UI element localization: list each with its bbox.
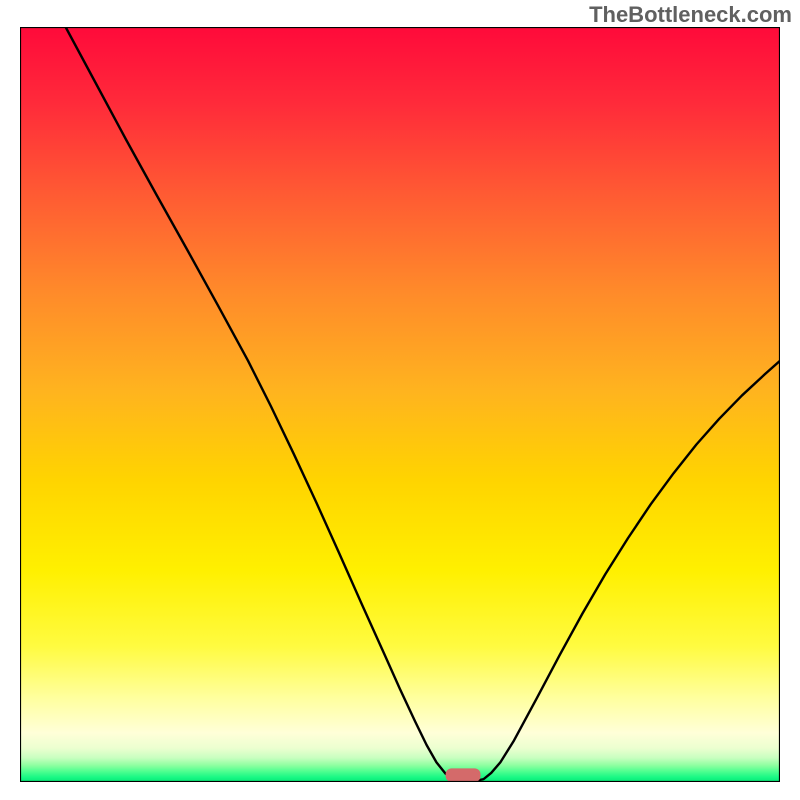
optimal-marker <box>446 768 481 782</box>
bottleneck-chart: TheBottleneck.com <box>0 0 800 800</box>
watermark-text: TheBottleneck.com <box>589 2 792 28</box>
gradient-background <box>20 27 780 782</box>
plot-area <box>20 27 780 782</box>
plot-svg <box>20 27 780 782</box>
